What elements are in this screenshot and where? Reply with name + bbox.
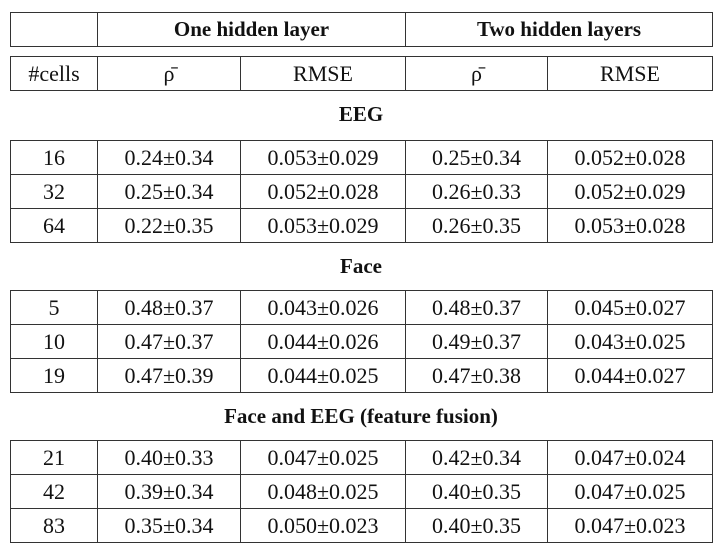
cell: 16 bbox=[10, 140, 98, 175]
cell: 0.47±0.37 bbox=[97, 324, 241, 359]
group-label: One hidden layer bbox=[97, 12, 406, 47]
cell: 0.052±0.028 bbox=[240, 174, 406, 209]
data-row: 32 0.25±0.34 0.052±0.028 0.26±0.33 0.052±0.0… bbox=[10, 174, 713, 209]
cell: 0.053±0.028 bbox=[547, 208, 713, 243]
data-row: 10 0.47±0.37 0.044±0.026 0.49±0.37 0.043±0.0… bbox=[10, 324, 713, 359]
section-table: 16 0.24±0.34 0.053±0.029 0.25±0.34 0.052±0.0… bbox=[10, 140, 713, 243]
cell: 64 bbox=[10, 208, 98, 243]
cell: 32 bbox=[10, 174, 98, 209]
cell: 0.39±0.34 bbox=[97, 474, 241, 509]
empty-cell bbox=[10, 12, 98, 47]
cell: 0.044±0.026 bbox=[240, 324, 406, 359]
cell: 83 bbox=[10, 508, 98, 543]
column-label: RMSE bbox=[547, 56, 713, 91]
cell: 0.053±0.029 bbox=[240, 140, 406, 175]
header-row: One hidden layer Two hidden layers bbox=[10, 12, 714, 47]
cell: 0.35±0.34 bbox=[97, 508, 241, 543]
header-row: #cells ρ̄ RMSE ρ̄ RMSE bbox=[10, 56, 713, 91]
data-row: 21 0.40±0.33 0.047±0.025 0.42±0.34 0.047±0.0… bbox=[10, 440, 713, 475]
cell: 21 bbox=[10, 440, 98, 475]
cell: 0.48±0.37 bbox=[405, 290, 548, 325]
data-row: 5 0.48±0.37 0.043±0.026 0.48±0.37 0.045±0.02… bbox=[10, 290, 713, 325]
section-table: 21 0.40±0.33 0.047±0.025 0.42±0.34 0.047±0.0… bbox=[10, 440, 713, 543]
column-label: ρ̄ bbox=[97, 56, 241, 91]
cell: 5 bbox=[10, 290, 98, 325]
section-title: Face and EEG (feature fusion) bbox=[224, 404, 498, 428]
column-label: RMSE bbox=[240, 56, 406, 91]
data-row: 19 0.47±0.39 0.044±0.025 0.47±0.38 0.044±0.0… bbox=[10, 358, 713, 393]
cell: 0.26±0.33 bbox=[405, 174, 548, 209]
cell: 0.050±0.023 bbox=[240, 508, 406, 543]
cell: 0.045±0.027 bbox=[547, 290, 713, 325]
cell: 0.40±0.35 bbox=[405, 508, 548, 543]
data-row: 83 0.35±0.34 0.050±0.023 0.40±0.35 0.047±0.0… bbox=[10, 508, 713, 543]
column-header: #cells ρ̄ RMSE ρ̄ RMSE bbox=[10, 56, 713, 91]
cell: 0.047±0.024 bbox=[547, 440, 713, 475]
cell: 0.053±0.029 bbox=[240, 208, 406, 243]
cell: 0.49±0.37 bbox=[405, 324, 548, 359]
column-label: #cells bbox=[10, 56, 98, 91]
cell: 0.48±0.37 bbox=[97, 290, 241, 325]
cell: 0.25±0.34 bbox=[97, 174, 241, 209]
cell: 0.40±0.33 bbox=[97, 440, 241, 475]
cell: 19 bbox=[10, 358, 98, 393]
cell: 0.42±0.34 bbox=[405, 440, 548, 475]
data-row: 64 0.22±0.35 0.053±0.029 0.26±0.35 0.053±0.0… bbox=[10, 208, 713, 243]
cell: 0.47±0.38 bbox=[405, 358, 548, 393]
cell: 0.048±0.025 bbox=[240, 474, 406, 509]
cell: 0.47±0.39 bbox=[97, 358, 241, 393]
column-label: ρ̄ bbox=[405, 56, 548, 91]
cell: 0.047±0.025 bbox=[240, 440, 406, 475]
cell: 0.22±0.35 bbox=[97, 208, 241, 243]
data-row: 16 0.24±0.34 0.053±0.029 0.25±0.34 0.052±0.0… bbox=[10, 140, 713, 175]
cell: 0.25±0.34 bbox=[405, 140, 548, 175]
cell: 42 bbox=[10, 474, 98, 509]
section-title: EEG bbox=[338, 102, 384, 126]
data-row: 42 0.39±0.34 0.048±0.025 0.40±0.35 0.047±0.0… bbox=[10, 474, 713, 509]
cell: 0.047±0.023 bbox=[547, 508, 713, 543]
cell: 10 bbox=[10, 324, 98, 359]
section-table: 5 0.48±0.37 0.043±0.026 0.48±0.37 0.045±0.02… bbox=[10, 290, 713, 393]
section-title: Face bbox=[340, 254, 382, 278]
group-header: One hidden layer Two hidden layers bbox=[10, 12, 714, 47]
cell: 0.044±0.025 bbox=[240, 358, 406, 393]
cell: 0.043±0.026 bbox=[240, 290, 406, 325]
cell: 0.043±0.025 bbox=[547, 324, 713, 359]
cell: 0.24±0.34 bbox=[97, 140, 241, 175]
group-label: Two hidden layers bbox=[404, 12, 714, 47]
cell: 0.052±0.029 bbox=[547, 174, 713, 209]
cell: 0.26±0.35 bbox=[405, 208, 548, 243]
cell: 0.40±0.35 bbox=[405, 474, 548, 509]
cell: 0.052±0.028 bbox=[547, 140, 713, 175]
cell: 0.044±0.027 bbox=[547, 358, 713, 393]
cell: 0.047±0.025 bbox=[547, 474, 713, 509]
